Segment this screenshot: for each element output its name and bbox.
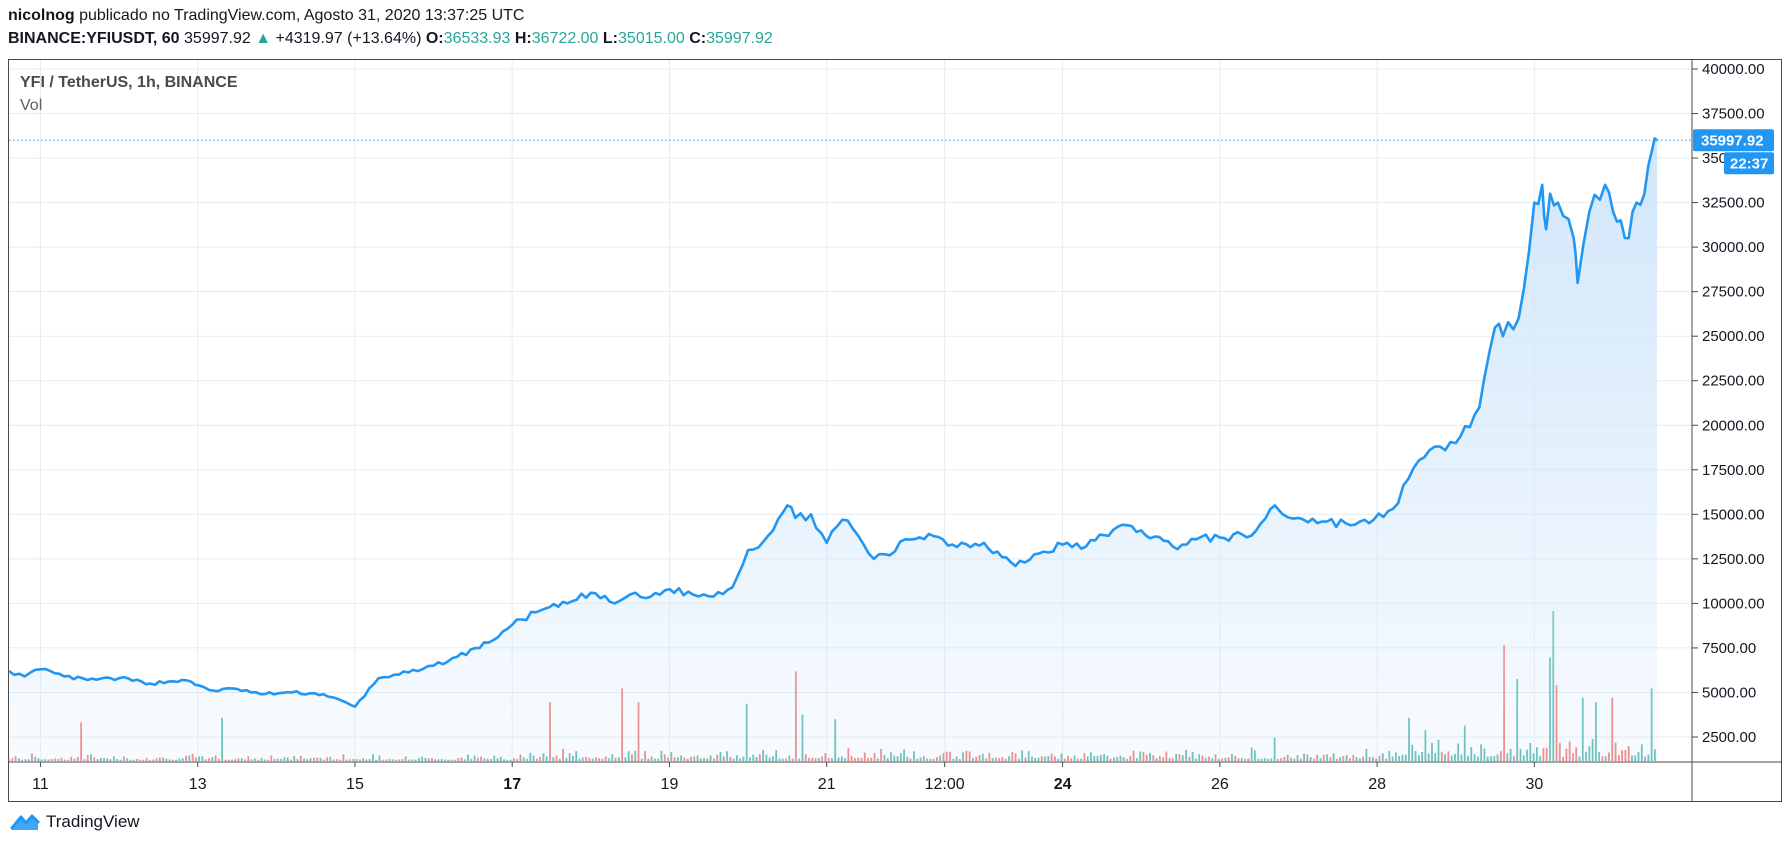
time-tick-label: 21 <box>818 776 836 793</box>
price-tick-label: 17500.00 <box>1702 462 1765 479</box>
last-price-badge-value: 35997.92 <box>1701 132 1764 149</box>
price-line <box>8 137 1658 708</box>
symbol-label: BINANCE:YFIUSDT, 60 <box>8 30 180 47</box>
high-value: 36722.00 <box>531 30 599 47</box>
low-value: 35015.00 <box>618 30 685 47</box>
price-tick-label: 30000.00 <box>1702 239 1765 256</box>
price-tick-label: 20000.00 <box>1702 417 1765 434</box>
time-tick-label: 17 <box>503 776 521 793</box>
time-axis[interactable]: 11 13 15 17 19 21 12:00 24 26 28 30 <box>32 762 1543 793</box>
countdown-badge: 22:37 <box>1730 155 1768 172</box>
open-label: O: <box>425 30 444 47</box>
publish-info: nicolnog publicado no TradingView.com, A… <box>8 7 524 25</box>
time-tick-label: 30 <box>1525 776 1543 793</box>
price-tick-label: 27500.00 <box>1702 284 1765 301</box>
price-axis[interactable]: 2500.00 5000.00 7500.00 10000.00 12500.00 150… <box>9 60 1781 801</box>
time-tick-label: 12:00 <box>925 776 965 793</box>
price-area <box>9 138 1657 761</box>
close-label: C: <box>689 30 707 47</box>
open-value: 36533.93 <box>443 30 511 47</box>
time-tick-label: 13 <box>189 776 207 793</box>
last-price-badge: 35997.92 22:37 <box>1693 129 1774 175</box>
price-tick-label: 22500.00 <box>1702 373 1765 390</box>
high-label: H: <box>514 30 532 47</box>
price-tick-label: 10000.00 <box>1702 595 1765 612</box>
volume-legend[interactable]: Vol <box>20 97 43 114</box>
author-name[interactable]: nicolnog <box>8 7 75 24</box>
time-tick-label: 19 <box>661 776 679 793</box>
price-tick-label: 5000.00 <box>1702 684 1756 701</box>
price-tick-label: 7500.00 <box>1702 640 1756 657</box>
price-tick-label: 40000.00 <box>1702 61 1765 78</box>
time-tick-label: 11 <box>32 776 49 793</box>
price-tick-label: 37500.00 <box>1702 106 1765 123</box>
low-label: L: <box>602 30 619 47</box>
time-tick-label: 24 <box>1054 776 1072 793</box>
price-tick-label: 32500.00 <box>1702 195 1765 212</box>
price-tick-label: 15000.00 <box>1702 506 1765 523</box>
last-price: 35997.92 <box>184 30 251 47</box>
brand-name: TradingView <box>46 812 140 831</box>
symbol-ohlc-line: BINANCE:YFIUSDT, 60 35997.92 ▲ +4319.97 … <box>8 30 773 48</box>
time-tick-label: 26 <box>1211 776 1229 793</box>
published-text: publicado no TradingView.com, Agosto 31,… <box>79 7 525 24</box>
price-tick-label: 2500.00 <box>1702 729 1756 746</box>
price-tick-label: 25000.00 <box>1702 328 1765 345</box>
up-triangle-icon: ▲ <box>255 30 272 47</box>
price-tick-label: 12500.00 <box>1702 551 1765 568</box>
time-tick-label: 28 <box>1368 776 1386 793</box>
time-tick-label: 15 <box>346 776 364 793</box>
tradingview-logo[interactable]: TradingView <box>10 812 140 832</box>
chart-frame <box>8 59 1782 802</box>
close-value: 35997.92 <box>706 30 773 47</box>
tradingview-logo-icon <box>10 814 40 830</box>
price-change: +4319.97 (+13.64%) <box>275 30 422 47</box>
chart-legend-title[interactable]: YFI / TetherUS, 1h, BINANCE <box>20 74 238 91</box>
